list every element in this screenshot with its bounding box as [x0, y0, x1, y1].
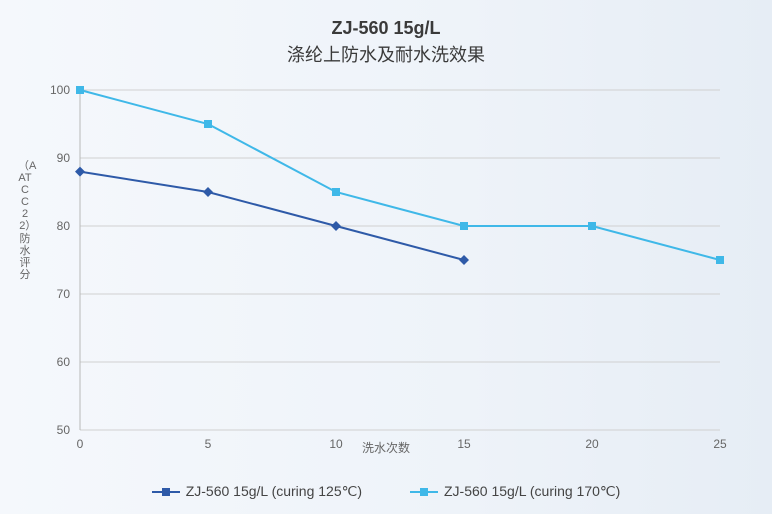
- legend-item-0: ZJ-560 15g/L (curing 125℃): [152, 483, 362, 500]
- marker-diamond: [459, 255, 469, 265]
- marker-square: [76, 86, 84, 94]
- marker-square: [460, 222, 468, 230]
- y-tick-label: 70: [57, 287, 71, 301]
- y-tick-label: 50: [57, 423, 71, 437]
- marker-square: [332, 188, 340, 196]
- series-line-0: [80, 172, 464, 260]
- plot-area: 50607080901000510152025: [80, 90, 720, 430]
- legend-item-1: ZJ-560 15g/L (curing 170℃): [410, 483, 620, 500]
- chart-title-main: ZJ-560 15g/L: [0, 18, 772, 39]
- marker-diamond: [75, 167, 85, 177]
- y-tick-label: 60: [57, 355, 71, 369]
- chart-container: ZJ-560 15g/L 涤纶上防水及耐水洗效果 （AATCC 22）防水评分 …: [0, 0, 772, 514]
- plot-svg: 50607080901000510152025: [80, 90, 720, 430]
- marker-diamond: [203, 187, 213, 197]
- marker-square: [716, 256, 724, 264]
- chart-title-sub: 涤纶上防水及耐水洗效果: [0, 41, 772, 67]
- diamond-marker-icon: [152, 491, 180, 493]
- y-tick-label: 80: [57, 219, 71, 233]
- marker-square: [588, 222, 596, 230]
- y-axis-label: （AATCC 22）防水评分: [18, 160, 32, 281]
- legend-label: ZJ-560 15g/L (curing 125℃): [186, 483, 362, 500]
- chart-title-block: ZJ-560 15g/L 涤纶上防水及耐水洗效果: [0, 0, 772, 67]
- square-marker-icon: [410, 491, 438, 493]
- legend: ZJ-560 15g/L (curing 125℃) ZJ-560 15g/L (…: [0, 483, 772, 500]
- x-axis-label: 洗水次数: [0, 439, 772, 456]
- legend-label: ZJ-560 15g/L (curing 170℃): [444, 483, 620, 500]
- y-tick-label: 100: [50, 83, 70, 97]
- marker-square: [204, 120, 212, 128]
- series-line-1: [80, 90, 720, 260]
- marker-diamond: [331, 221, 341, 231]
- y-tick-label: 90: [57, 151, 71, 165]
